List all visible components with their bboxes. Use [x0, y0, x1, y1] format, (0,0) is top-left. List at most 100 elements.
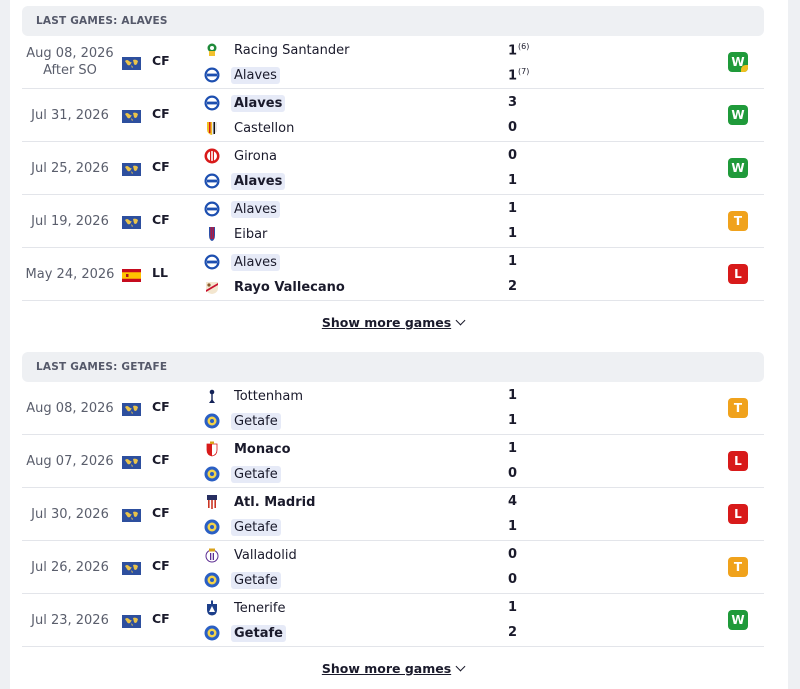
away-team: Alaves: [204, 170, 286, 192]
section-header: LAST GAMES: ALAVES: [22, 6, 764, 36]
getafe-logo-icon: [204, 572, 220, 588]
away-team: Rayo Vallecano: [204, 276, 348, 298]
away-team: Getafe: [204, 622, 286, 644]
score-value: 1: [508, 226, 518, 241]
away-team: Getafe: [204, 516, 281, 538]
score-value: 1: [508, 441, 518, 456]
result-letter: W: [731, 613, 745, 627]
show-more-button[interactable]: Show more games: [22, 315, 764, 330]
home-team: Alaves: [204, 251, 280, 273]
home-score: 1: [508, 201, 517, 216]
score-value: 1: [508, 600, 518, 615]
spain-flag-icon: [122, 267, 141, 282]
match-row[interactable]: Jul 23, 2026 CF Tenerife 1 Getafe 2 W: [22, 594, 764, 647]
match-row[interactable]: May 24, 2026 LL Alaves 1 Rayo Vallecano 2 L: [22, 248, 764, 301]
home-score: 3: [508, 95, 517, 110]
home-score: 1: [508, 388, 517, 403]
date-text: Jul 26, 2026: [31, 559, 109, 575]
match-row[interactable]: Jul 31, 2026 CF Alaves 3 Castellon 0 W: [22, 89, 764, 142]
getafe-logo-icon: [204, 519, 220, 535]
home-team-name: Alaves: [231, 94, 286, 112]
show-more-label: Show more games: [321, 661, 452, 676]
result-letter: L: [734, 507, 742, 521]
score-value: 4: [508, 494, 518, 509]
date-text: Aug 08, 2026: [26, 400, 114, 416]
result-badge: L: [728, 264, 748, 284]
valladolid-logo-icon: [204, 547, 220, 563]
date-text: Jul 31, 2026: [31, 107, 109, 123]
score-value: 2: [508, 625, 518, 640]
away-team: Eibar: [204, 223, 270, 245]
match-row[interactable]: Jul 25, 2026 CF Girona 0 Alaves 1 W: [22, 142, 764, 195]
alaves-logo-icon: [204, 201, 220, 217]
away-team-name: Alaves: [231, 66, 280, 84]
getafe-logo-icon: [204, 413, 220, 429]
away-score: 2: [508, 279, 517, 294]
home-team: Alaves: [204, 198, 280, 220]
score-value: 1: [508, 519, 518, 534]
tottenham-logo-icon: [204, 388, 220, 404]
competition-label: CF: [152, 53, 170, 68]
penalty-score: (7): [518, 67, 530, 76]
result-letter: W: [731, 108, 745, 122]
match-list: Aug 08, 2026 CF Tottenham 1 Getafe 1 T Aug 07, …: [22, 382, 764, 647]
score-value: 0: [508, 466, 518, 481]
page: LAST GAMES: ALAVES Aug 08, 2026 After SO C…: [10, 0, 788, 689]
away-team-name: Getafe: [231, 571, 281, 589]
away-score: 0: [508, 466, 517, 481]
score-value: 3: [508, 95, 518, 110]
home-team: Girona: [204, 145, 280, 167]
away-score: 2: [508, 625, 517, 640]
home-team-name: Tottenham: [234, 388, 303, 404]
match-date: Jul 31, 2026: [22, 89, 118, 141]
world-flag-icon: [122, 560, 141, 575]
away-score: 0: [508, 120, 517, 135]
result-badge: T: [728, 211, 748, 231]
away-team-name: Castellon: [234, 120, 295, 136]
away-team-name: Getafe: [231, 624, 286, 642]
result-badge: W: [728, 158, 748, 178]
away-team: Getafe: [204, 410, 281, 432]
score-value: 1: [508, 413, 518, 428]
section-header: LAST GAMES: GETAFE: [22, 352, 764, 382]
result-letter: L: [734, 454, 742, 468]
show-more-label: Show more games: [321, 315, 452, 330]
getafe-logo-icon: [204, 466, 220, 482]
result-letter: L: [734, 267, 742, 281]
match-row[interactable]: Aug 08, 2026 After SO CF Racing Santander 1(…: [22, 36, 764, 89]
shootout-marker-icon: [741, 65, 748, 72]
result-badge: W: [728, 105, 748, 125]
getafe-section: LAST GAMES: GETAFE Aug 08, 2026 CF Tottenh…: [22, 352, 764, 647]
match-date: Jul 23, 2026: [22, 594, 118, 646]
world-flag-icon: [122, 507, 141, 522]
result-badge: T: [728, 398, 748, 418]
show-more-button[interactable]: Show more games: [22, 661, 764, 676]
result-badge: W: [728, 610, 748, 630]
match-row[interactable]: Aug 07, 2026 CF Monaco 1 Getafe 0 L: [22, 435, 764, 488]
away-score: 1: [508, 519, 517, 534]
match-row[interactable]: Jul 30, 2026 CF Atl. Madrid 4 Getafe 1 L: [22, 488, 764, 541]
result-letter: T: [733, 401, 743, 415]
away-team: Getafe: [204, 569, 281, 591]
home-team: Alaves: [204, 92, 286, 114]
match-row[interactable]: Jul 26, 2026 CF Valladolid 0 Getafe 0 T: [22, 541, 764, 594]
competition-label: CF: [152, 558, 170, 573]
match-date: Jul 30, 2026: [22, 488, 118, 540]
home-score: 4: [508, 494, 517, 509]
alaves-logo-icon: [204, 254, 220, 270]
castellon-logo-icon: [204, 120, 220, 136]
result-badge: L: [728, 451, 748, 471]
atletico-madrid-logo-icon: [204, 494, 220, 510]
alaves-logo-icon: [204, 173, 220, 189]
competition-label: CF: [152, 452, 170, 467]
match-row[interactable]: Jul 19, 2026 CF Alaves 1 Eibar 1 T: [22, 195, 764, 248]
match-row[interactable]: Aug 08, 2026 CF Tottenham 1 Getafe 1 T: [22, 382, 764, 435]
score-value: 1: [508, 254, 518, 269]
date-text: Jul 23, 2026: [31, 612, 109, 628]
world-flag-icon: [122, 454, 141, 469]
date-text: Jul 19, 2026: [31, 213, 109, 229]
home-team: Monaco: [204, 438, 294, 460]
alaves-section: LAST GAMES: ALAVES Aug 08, 2026 After SO C…: [22, 6, 764, 301]
away-score: 1: [508, 173, 517, 188]
away-team-name: Getafe: [231, 518, 281, 536]
